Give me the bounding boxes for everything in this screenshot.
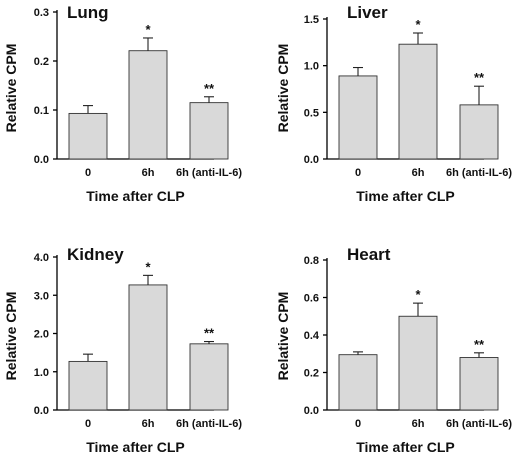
panel-title: Heart bbox=[347, 245, 391, 264]
chart-panel-liver: 0.0 0.5 1.0 1.5 0 * 6h ** 6h (anti-IL-6) Liver Tim… bbox=[275, 3, 512, 204]
y-tick-label: 0.0 bbox=[34, 154, 49, 166]
y-axis-title: Relative CPM bbox=[275, 292, 291, 381]
y-tick-label: 0.1 bbox=[34, 105, 49, 117]
bar bbox=[338, 75, 378, 160]
bar bbox=[68, 360, 108, 411]
bar bbox=[128, 50, 168, 160]
panel-title: Liver bbox=[347, 3, 388, 22]
bar bbox=[338, 354, 378, 411]
x-tick-label: 0 bbox=[355, 418, 361, 430]
bar bbox=[459, 357, 499, 411]
significance-label: ** bbox=[474, 337, 485, 352]
x-tick-label: 6h (anti-IL-6) bbox=[446, 167, 512, 179]
y-axis-title: Relative CPM bbox=[3, 292, 19, 381]
significance-label: ** bbox=[474, 70, 485, 85]
significance-label: * bbox=[415, 17, 421, 32]
y-tick-label: 1.5 bbox=[304, 14, 319, 26]
y-tick-label: 1.0 bbox=[34, 367, 49, 379]
y-tick-label: 3.0 bbox=[34, 290, 49, 302]
x-axis-title: Time after CLP bbox=[356, 439, 455, 455]
y-tick-label: 0.2 bbox=[304, 368, 319, 380]
x-axis-title: Time after CLP bbox=[86, 439, 185, 455]
panel-title: Kidney bbox=[67, 245, 124, 264]
y-tick-label: 0.5 bbox=[304, 107, 319, 119]
significance-label: ** bbox=[204, 326, 215, 341]
significance-label: * bbox=[415, 287, 421, 302]
x-tick-label: 0 bbox=[355, 167, 361, 179]
y-tick-label: 1.0 bbox=[304, 61, 319, 73]
x-tick-label: 0 bbox=[85, 418, 91, 430]
y-tick-label: 0.8 bbox=[304, 255, 319, 267]
x-tick-label: 6h bbox=[142, 167, 155, 179]
y-tick-label: 0.0 bbox=[34, 405, 49, 417]
y-tick-label: 0.0 bbox=[304, 154, 319, 166]
x-tick-label: 6h bbox=[412, 167, 425, 179]
y-tick-label: 0.6 bbox=[304, 293, 319, 305]
x-axis-title: Time after CLP bbox=[86, 188, 185, 204]
significance-label: * bbox=[145, 22, 151, 37]
bar bbox=[398, 43, 438, 160]
x-axis-title: Time after CLP bbox=[356, 188, 455, 204]
x-tick-label: 6h (anti-IL-6) bbox=[446, 418, 512, 430]
significance-label: ** bbox=[204, 81, 215, 96]
x-tick-label: 6h (anti-IL-6) bbox=[176, 167, 242, 179]
y-tick-label: 0.2 bbox=[34, 56, 49, 68]
x-tick-label: 6h (anti-IL-6) bbox=[176, 418, 242, 430]
panel-title: Lung bbox=[67, 3, 109, 22]
y-tick-label: 2.0 bbox=[34, 329, 49, 341]
x-tick-label: 6h bbox=[412, 418, 425, 430]
bar bbox=[189, 343, 229, 411]
bar bbox=[459, 104, 499, 160]
bar bbox=[189, 102, 229, 160]
bar bbox=[128, 284, 168, 411]
chart-panel-heart: 0.0 0.2 0.4 0.6 0.8 0 * 6h ** 6h (anti-IL-6) Heart… bbox=[275, 245, 512, 455]
x-tick-label: 6h bbox=[142, 418, 155, 430]
y-tick-label: 0.0 bbox=[304, 405, 319, 417]
y-tick-label: 0.3 bbox=[34, 7, 49, 19]
y-tick-label: 0.4 bbox=[304, 330, 320, 342]
y-tick-label: 4.0 bbox=[34, 252, 49, 264]
y-axis-title: Relative CPM bbox=[3, 44, 19, 133]
bar bbox=[68, 112, 108, 160]
bar bbox=[398, 315, 438, 411]
x-tick-label: 0 bbox=[85, 167, 91, 179]
significance-label: * bbox=[145, 259, 151, 274]
chart-panel-lung: 0.0 0.1 0.2 0.3 0 * 6h ** 6h (anti-IL-6) Lung Time… bbox=[3, 3, 242, 204]
y-axis-title: Relative CPM bbox=[275, 44, 291, 133]
chart-panel-kidney: 0.0 1.0 2.0 3.0 4.0 0 * 6h ** 6h (anti-IL-6) Kidne… bbox=[3, 245, 242, 455]
